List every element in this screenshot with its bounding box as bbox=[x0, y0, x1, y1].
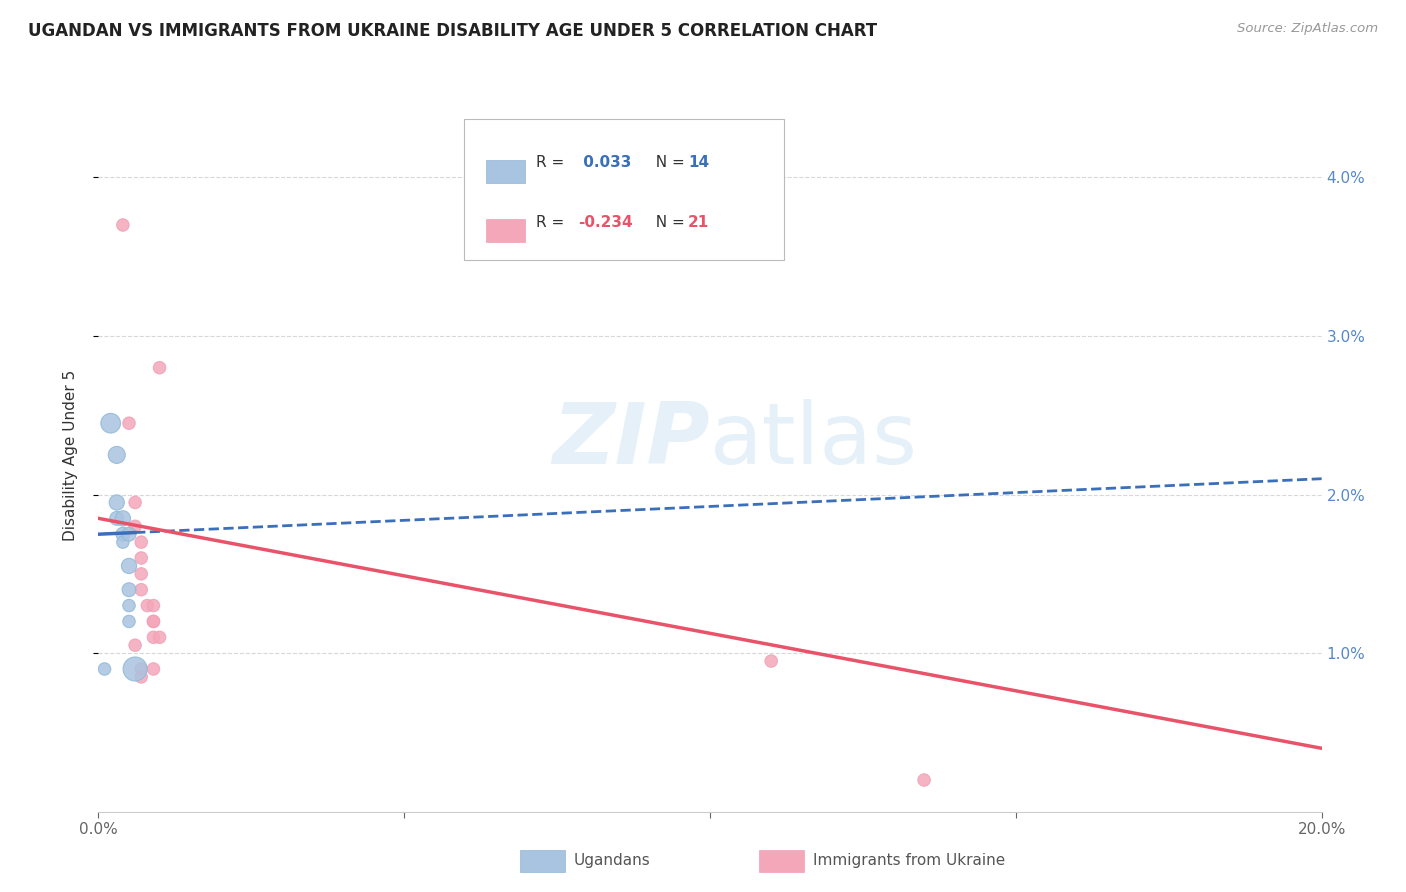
Point bbox=[124, 495, 146, 509]
Point bbox=[129, 535, 152, 549]
Text: R =: R = bbox=[536, 215, 569, 229]
Text: N =: N = bbox=[645, 215, 689, 229]
Point bbox=[124, 662, 146, 676]
Point bbox=[93, 662, 115, 676]
Point bbox=[111, 511, 134, 525]
Point bbox=[118, 416, 141, 430]
Y-axis label: Disability Age Under 5: Disability Age Under 5 bbox=[63, 369, 77, 541]
Point bbox=[111, 218, 134, 232]
Point bbox=[129, 551, 152, 566]
Point bbox=[118, 558, 141, 573]
Text: atlas: atlas bbox=[710, 399, 918, 483]
Text: -0.234: -0.234 bbox=[578, 215, 633, 229]
Point bbox=[124, 519, 146, 533]
Point bbox=[100, 416, 122, 430]
Point bbox=[129, 662, 152, 676]
Point bbox=[142, 615, 165, 629]
Point bbox=[118, 582, 141, 597]
Point bbox=[142, 662, 165, 676]
Point bbox=[142, 599, 165, 613]
Point bbox=[912, 772, 935, 787]
Point bbox=[129, 566, 152, 581]
Point bbox=[142, 615, 165, 629]
Point bbox=[105, 511, 128, 525]
Text: 0.033: 0.033 bbox=[578, 155, 631, 170]
Point bbox=[111, 535, 134, 549]
Point bbox=[129, 582, 152, 597]
Point bbox=[142, 630, 165, 644]
Point bbox=[105, 448, 128, 462]
Point bbox=[759, 654, 782, 668]
Point bbox=[118, 599, 141, 613]
Point bbox=[149, 360, 172, 375]
Text: Source: ZipAtlas.com: Source: ZipAtlas.com bbox=[1237, 22, 1378, 36]
Point bbox=[118, 527, 141, 541]
Text: UGANDAN VS IMMIGRANTS FROM UKRAINE DISABILITY AGE UNDER 5 CORRELATION CHART: UGANDAN VS IMMIGRANTS FROM UKRAINE DISAB… bbox=[28, 22, 877, 40]
Point bbox=[105, 495, 128, 509]
Text: Ugandans: Ugandans bbox=[574, 854, 651, 868]
Text: N =: N = bbox=[645, 155, 689, 170]
Text: R =: R = bbox=[536, 155, 569, 170]
Point bbox=[111, 527, 134, 541]
Point bbox=[136, 599, 159, 613]
Point bbox=[124, 638, 146, 652]
Text: 21: 21 bbox=[688, 215, 709, 229]
Point bbox=[149, 630, 172, 644]
Text: ZIP: ZIP bbox=[553, 399, 710, 483]
Point bbox=[129, 670, 152, 684]
Text: Immigrants from Ukraine: Immigrants from Ukraine bbox=[813, 854, 1005, 868]
Text: 14: 14 bbox=[688, 155, 709, 170]
Point bbox=[118, 615, 141, 629]
